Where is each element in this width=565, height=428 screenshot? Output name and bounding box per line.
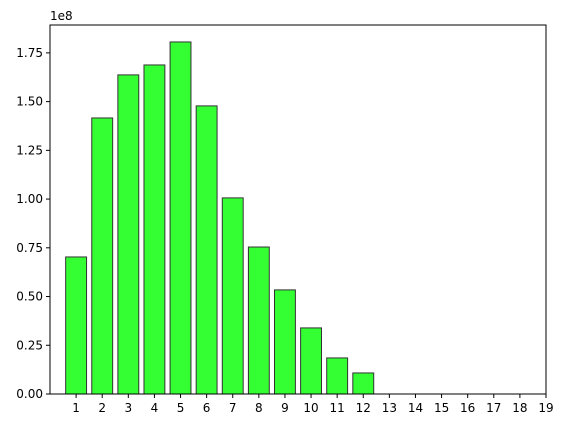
y-tick-label: 1.00 bbox=[16, 192, 43, 206]
x-tick-label: 17 bbox=[486, 401, 501, 415]
y-tick-label: 0.50 bbox=[16, 290, 43, 304]
x-tick-label: 16 bbox=[460, 401, 475, 415]
bar bbox=[117, 74, 140, 395]
x-tick-label: 18 bbox=[512, 401, 527, 415]
x-tick-label: 4 bbox=[151, 401, 159, 415]
x-tick-label: 6 bbox=[203, 401, 211, 415]
y-tick-label: 1.25 bbox=[16, 143, 43, 157]
bar bbox=[195, 105, 218, 395]
bar bbox=[300, 327, 322, 395]
bar bbox=[143, 64, 166, 395]
y-tick-label: 1.75 bbox=[16, 46, 43, 60]
bar bbox=[326, 357, 349, 395]
bar bbox=[247, 246, 270, 395]
bar bbox=[274, 289, 296, 395]
y-tick-label: 1.50 bbox=[16, 95, 43, 109]
x-tick-label: 13 bbox=[382, 401, 397, 415]
x-tick-label: 3 bbox=[124, 401, 132, 415]
x-tick-label: 14 bbox=[408, 401, 423, 415]
x-tick-label: 2 bbox=[98, 401, 106, 415]
bar bbox=[91, 117, 114, 395]
x-tick-label: 19 bbox=[538, 401, 553, 415]
y-tick-label: 0.00 bbox=[16, 387, 43, 401]
x-tick-label: 11 bbox=[330, 401, 345, 415]
plot-frame bbox=[49, 24, 547, 395]
x-tick-label: 7 bbox=[229, 401, 237, 415]
x-tick-label: 8 bbox=[255, 401, 263, 415]
bar bbox=[352, 372, 375, 395]
bar bbox=[221, 197, 244, 395]
x-tick-label: 15 bbox=[434, 401, 449, 415]
x-tick-label: 5 bbox=[177, 401, 185, 415]
y-tick-label: 0.75 bbox=[16, 241, 43, 255]
x-tick-label: 12 bbox=[356, 401, 371, 415]
y-tick-label: 0.25 bbox=[16, 338, 43, 352]
bar bbox=[169, 41, 192, 395]
x-tick-label: 9 bbox=[281, 401, 289, 415]
x-tick-label: 1 bbox=[72, 401, 80, 415]
y-offset-label: 1e8 bbox=[50, 9, 73, 23]
bar bbox=[65, 256, 88, 395]
x-tick-label: 10 bbox=[303, 401, 318, 415]
